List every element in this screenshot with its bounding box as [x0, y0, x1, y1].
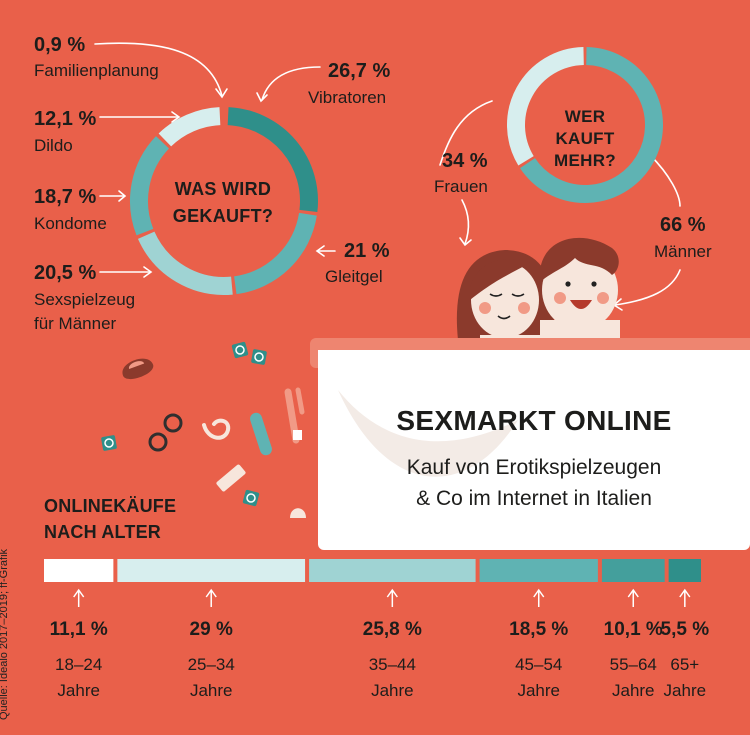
donut2-title: WER KAUFT MEHR? [545, 106, 625, 172]
age-category-3: 45–54 [515, 655, 563, 674]
age-bar-segment-1 [117, 559, 306, 582]
donut1-title-line2: GEKAUFT? [172, 206, 274, 226]
age-category-5: 65+ [670, 655, 700, 674]
pct-vibratoren: 26,7 % [328, 60, 391, 82]
label-maenner: Männer [654, 242, 712, 261]
age-category-2: 35–44 [368, 655, 416, 674]
scattered-toys [101, 341, 306, 518]
donut2-title-line1: WER [564, 107, 606, 126]
age-bar-segment-0 [44, 559, 114, 582]
age-category-4: 55–64 [609, 655, 657, 674]
label-kondome: Kondome [34, 214, 107, 233]
age-unit-1: Jahre [189, 681, 233, 700]
age-category-1: 25–34 [187, 655, 235, 674]
donut2-slice-0 [520, 47, 663, 203]
donut1-slice-4 [158, 107, 221, 147]
age-heading-line2: NACH ALTER [44, 522, 161, 542]
subtitle-line1: Kauf von Erotikspielzeugen [406, 456, 662, 479]
donut1-slice-3 [130, 136, 170, 236]
age-arrow-1 [205, 588, 217, 607]
age-unit-5: Jahre [663, 681, 707, 700]
donut1-title-line1: WAS WIRD [174, 179, 272, 199]
main-title: SEXMARKT ONLINE [396, 405, 672, 436]
pct-maenner: 66 % [660, 214, 706, 236]
age-bar-segment-4 [601, 559, 665, 582]
age-arrow-4 [627, 588, 639, 607]
label-dildo: Dildo [34, 136, 73, 155]
donut2-slice-1 [507, 47, 585, 166]
age-unit-2: Jahre [371, 681, 414, 700]
label-sexspielzeug-line2: für Männer [34, 314, 117, 333]
source-note: Quelle: Idealo 2017–2019; ff-Grafik [0, 548, 10, 720]
donut1-slice-0 [227, 107, 318, 212]
age-heading: ONLINEKÄUFE NACH ALTER [44, 493, 176, 545]
donut2-title-line3: MEHR? [554, 151, 616, 170]
age-pct-1: 29 % [189, 619, 233, 640]
label-vibratoren: Vibratoren [308, 88, 387, 107]
label-familienplanung: Familienplanung [34, 61, 159, 80]
subtitle-line2: & Co im Internet in Italien [416, 487, 652, 510]
donut1-slice-2 [137, 231, 233, 295]
pct-sexspielzeug: 20,5 % [34, 262, 97, 284]
age-unit-0: Jahre [57, 681, 100, 700]
age-unit-4: Jahre [611, 681, 655, 700]
title-box [318, 350, 750, 550]
age-bar-segment-3 [479, 559, 598, 582]
age-arrow-2 [386, 588, 398, 607]
age-unit-3: Jahre [517, 681, 560, 700]
age-heading-line1: ONLINEKÄUFE [44, 496, 177, 516]
pct-familienplanung: 0,9 % [34, 34, 86, 56]
label-frauen: Frauen [434, 177, 488, 196]
age-pct-4: 10,1 % [603, 619, 663, 640]
age-arrow-0 [73, 588, 85, 607]
age-bar-segment-2 [309, 559, 476, 582]
pct-dildo: 12,1 % [34, 108, 97, 130]
donut1-slice-1 [233, 212, 317, 295]
title-box-decor [338, 390, 518, 477]
label-gleitgel: Gleitgel [325, 267, 383, 286]
donut2-title-line2: KAUFT [555, 129, 615, 148]
age-category-0: 18–24 [55, 655, 103, 674]
donut1-title: WAS WIRD GEKAUFT? [163, 176, 283, 230]
pct-frauen: 34 % [442, 150, 488, 172]
age-pct-0: 11,1 % [49, 619, 108, 640]
age-pct-3: 18,5 % [509, 619, 569, 640]
label-sexspielzeug-line1: Sexspielzeug [34, 290, 136, 309]
age-arrow-3 [533, 588, 545, 607]
pct-gleitgel: 21 % [344, 240, 390, 262]
age-pct-2: 25,8 % [362, 619, 422, 640]
pct-kondome: 18,7 % [34, 186, 97, 208]
age-bar-segment-5 [668, 559, 701, 582]
age-arrow-5 [679, 588, 691, 607]
subtitle: Kauf von Erotikspielzeugen & Co im Inter… [318, 452, 750, 514]
age-pct-5: 5,5 % [660, 619, 710, 640]
